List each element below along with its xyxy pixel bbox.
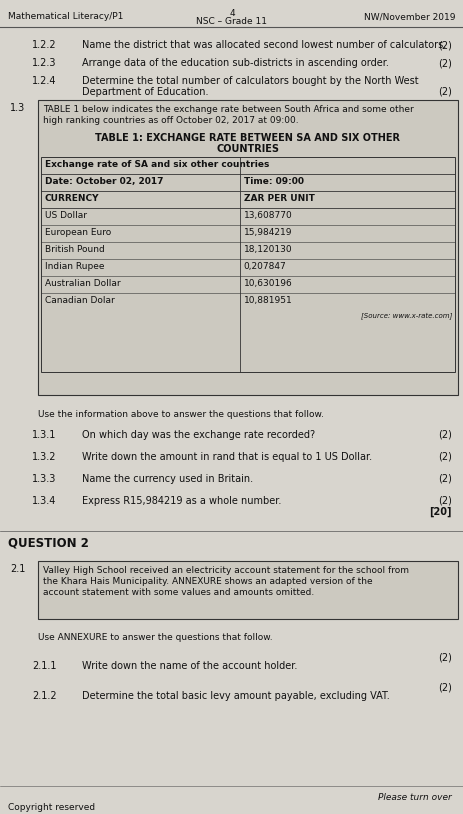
Text: NW/November 2019: NW/November 2019	[364, 12, 455, 21]
Text: Determine the total basic levy amount payable, excluding VAT.: Determine the total basic levy amount pa…	[82, 691, 389, 701]
Text: ZAR PER UNIT: ZAR PER UNIT	[243, 194, 314, 203]
Bar	[41, 157, 454, 372]
Text: CURRENCY: CURRENCY	[45, 194, 99, 203]
Text: 1.2.2: 1.2.2	[32, 40, 56, 50]
Text: high ranking countries as off October 02, 2017 at 09:00.: high ranking countries as off October 02…	[43, 116, 298, 125]
Text: Determine the total number of calculators bought by the North West: Determine the total number of calculator…	[82, 76, 418, 86]
Text: 1.3: 1.3	[10, 103, 25, 113]
Text: the Khara Hais Municipality. ANNEXURE shows an adapted version of the: the Khara Hais Municipality. ANNEXURE sh…	[43, 577, 372, 586]
Text: European Euro: European Euro	[45, 228, 111, 237]
Text: (2): (2)	[437, 683, 451, 693]
Text: TABLE 1 below indicates the exchange rate between South Africa and some other: TABLE 1 below indicates the exchange rat…	[43, 105, 413, 114]
Text: Name the district that was allocated second lowest number of calculators.: Name the district that was allocated sec…	[82, 40, 445, 50]
Text: Copyright reserved: Copyright reserved	[8, 803, 95, 812]
Text: British Pound: British Pound	[45, 245, 105, 254]
Text: Write down the amount in rand that is equal to 1 US Dollar.: Write down the amount in rand that is eq…	[82, 452, 371, 462]
Text: Write down the name of the account holder.: Write down the name of the account holde…	[82, 661, 297, 671]
Text: 4: 4	[229, 9, 234, 18]
Text: QUESTION 2: QUESTION 2	[8, 536, 89, 549]
Text: 1.2.4: 1.2.4	[32, 76, 56, 86]
Text: (2): (2)	[437, 452, 451, 462]
Text: Time: 09:00: Time: 09:00	[243, 177, 303, 186]
Text: 1.3.2: 1.3.2	[32, 452, 56, 462]
Text: 1.2.3: 1.2.3	[32, 58, 56, 68]
Text: 10,881951: 10,881951	[243, 296, 292, 305]
Text: TABLE 1: EXCHANGE RATE BETWEEN SA AND SIX OTHER: TABLE 1: EXCHANGE RATE BETWEEN SA AND SI…	[95, 133, 400, 143]
Text: Canadian Dolar: Canadian Dolar	[45, 296, 114, 305]
Text: Date: October 02, 2017: Date: October 02, 2017	[45, 177, 163, 186]
Text: 1.3.4: 1.3.4	[32, 496, 56, 506]
Text: On which day was the exchange rate recorded?: On which day was the exchange rate recor…	[82, 430, 314, 440]
Text: NSC – Grade 11: NSC – Grade 11	[196, 17, 267, 26]
Text: Indian Rupee: Indian Rupee	[45, 262, 104, 271]
Text: Australian Dollar: Australian Dollar	[45, 279, 120, 288]
Text: 1.3.3: 1.3.3	[32, 474, 56, 484]
Text: Please turn over: Please turn over	[377, 793, 451, 802]
Text: account statement with some values and amounts omitted.: account statement with some values and a…	[43, 588, 313, 597]
Text: 2.1.1: 2.1.1	[32, 661, 56, 671]
Text: Exchange rate of SA and six other countries: Exchange rate of SA and six other countr…	[45, 160, 269, 169]
Text: [20]: [20]	[429, 507, 451, 517]
Text: (2): (2)	[437, 40, 451, 50]
Text: 0,207847: 0,207847	[243, 262, 286, 271]
Text: US Dollar: US Dollar	[45, 211, 87, 220]
Text: Use ANNEXURE to answer the questions that follow.: Use ANNEXURE to answer the questions tha…	[38, 633, 272, 642]
Text: (2): (2)	[437, 58, 451, 68]
Text: Mathematical Literacy/P1: Mathematical Literacy/P1	[8, 12, 123, 21]
Text: Department of Education.: Department of Education.	[82, 87, 208, 97]
Text: (2): (2)	[437, 474, 451, 484]
Text: (2): (2)	[437, 87, 451, 97]
Bar	[38, 561, 457, 619]
Text: 18,120130: 18,120130	[243, 245, 292, 254]
Text: [Source: www.x-rate.com]: [Source: www.x-rate.com]	[360, 312, 451, 319]
Text: (2): (2)	[437, 430, 451, 440]
Text: (2): (2)	[437, 653, 451, 663]
Text: 2.1.2: 2.1.2	[32, 691, 56, 701]
Text: Express R15,984219 as a whole number.: Express R15,984219 as a whole number.	[82, 496, 281, 506]
Text: Valley High School received an electricity account statement for the school from: Valley High School received an electrici…	[43, 566, 408, 575]
Text: 15,984219: 15,984219	[243, 228, 292, 237]
Bar	[38, 100, 457, 395]
Text: Name the currency used in Britain.: Name the currency used in Britain.	[82, 474, 253, 484]
Text: 10,630196: 10,630196	[243, 279, 292, 288]
Text: COUNTRIES: COUNTRIES	[216, 144, 279, 154]
Text: 2.1: 2.1	[10, 564, 25, 574]
Text: 13,608770: 13,608770	[243, 211, 292, 220]
Text: (2): (2)	[437, 496, 451, 506]
Text: Arrange data of the education sub-districts in ascending order.: Arrange data of the education sub-distri…	[82, 58, 388, 68]
Text: Use the information above to answer the questions that follow.: Use the information above to answer the …	[38, 410, 323, 419]
Text: 1.3.1: 1.3.1	[32, 430, 56, 440]
